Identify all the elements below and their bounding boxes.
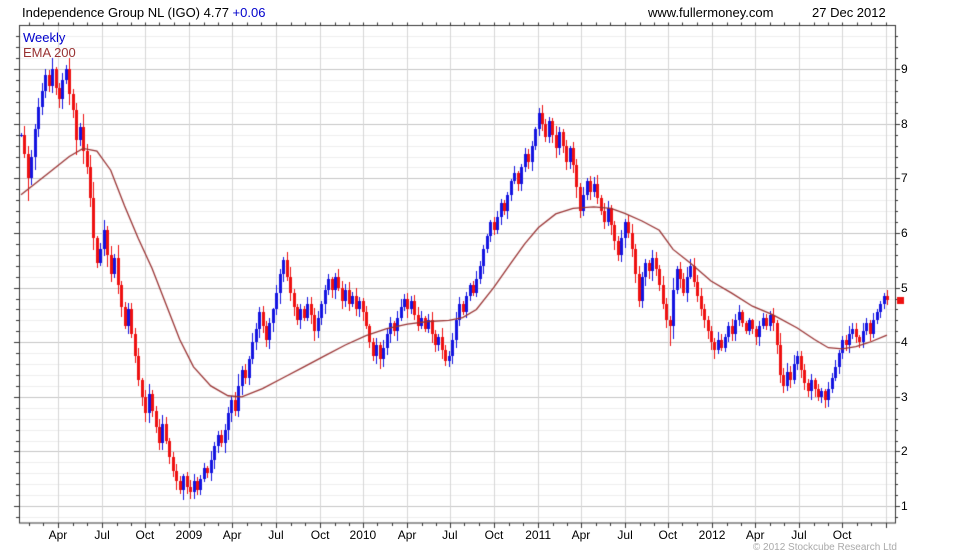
- y-axis-label: 1: [901, 499, 908, 514]
- x-axis-label: Oct: [658, 528, 678, 542]
- chart-legend: Weekly EMA 200: [23, 30, 76, 60]
- timeframe-label: Weekly: [23, 30, 66, 45]
- y-axis-label: 4: [901, 335, 908, 350]
- y-axis-label: 6: [901, 226, 908, 241]
- x-axis-label: 2009: [175, 528, 203, 542]
- y-axis-label: 5: [901, 280, 908, 295]
- y-axis-label: 7: [901, 171, 908, 186]
- x-axis-label: Oct: [484, 528, 504, 542]
- x-axis-label: 2011: [525, 528, 552, 542]
- y-axis-label: 9: [901, 62, 908, 77]
- x-axis-label: Jul: [268, 528, 284, 542]
- copyright-notice: © 2012 Stockcube Research Ltd: [752, 542, 897, 553]
- x-axis-label: Jul: [94, 528, 110, 542]
- x-axis-label: Oct: [310, 528, 330, 542]
- x-axis-label: 2012: [698, 528, 726, 542]
- y-axis-label: 3: [901, 389, 908, 404]
- y-axis-label: 2: [901, 444, 908, 459]
- x-axis-label: Jul: [442, 528, 458, 542]
- x-axis-label: Apr: [48, 528, 68, 542]
- x-axis-label: Oct: [832, 528, 852, 542]
- x-axis-label: Apr: [397, 528, 417, 542]
- x-axis-label: Apr: [222, 528, 242, 542]
- ema-legend-label: EMA 200: [23, 45, 76, 60]
- x-axis-label: Apr: [571, 528, 591, 542]
- x-axis-label: Oct: [135, 528, 155, 542]
- x-axis-label: Jul: [617, 528, 633, 542]
- x-axis-label: 2010: [349, 528, 377, 542]
- x-axis-label: Apr: [745, 528, 765, 542]
- y-axis-label: 8: [901, 116, 908, 131]
- x-axis-label: Jul: [791, 528, 807, 542]
